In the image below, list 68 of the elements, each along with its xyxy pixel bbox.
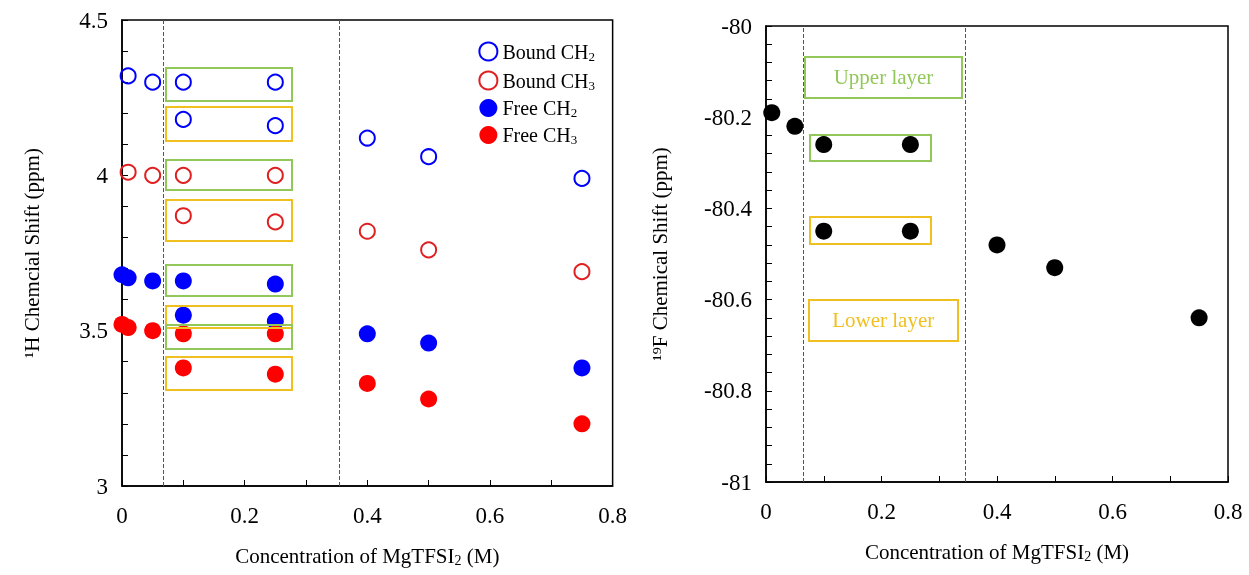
point (144, 322, 162, 340)
point (174, 207, 192, 225)
point (901, 136, 919, 154)
point (358, 374, 376, 392)
point (144, 166, 162, 184)
point (266, 73, 284, 91)
point (266, 275, 284, 293)
point (420, 390, 438, 408)
point (119, 163, 137, 181)
point (815, 136, 833, 154)
x-tick-label: 0 (116, 503, 128, 528)
y-tick-label: -80.6 (704, 287, 752, 313)
y-axis-title: ¹H Chemcial Shift (ppm) (19, 148, 44, 358)
point (266, 166, 284, 184)
x-tick-label: 0.4 (982, 499, 1012, 524)
x-tick-label: 0.8 (1213, 499, 1243, 524)
y-tick-label: 4 (96, 162, 109, 188)
y-tick-label: -80 (721, 13, 752, 39)
point (815, 222, 833, 240)
point (266, 365, 284, 383)
point (420, 334, 438, 352)
y-tick-label: -81 (721, 469, 752, 495)
y-axis-title: ¹⁹F Chemical Shift (ppm) (647, 147, 672, 361)
point (573, 169, 591, 187)
y-tick-label: -80.4 (704, 195, 753, 221)
point (1046, 259, 1064, 277)
x-tick-label: 0.8 (598, 503, 627, 528)
x-tick-label: 0.2 (230, 503, 260, 528)
point (358, 325, 376, 343)
point (358, 129, 376, 147)
point (420, 241, 438, 259)
point (174, 166, 192, 184)
point (988, 236, 1006, 254)
y-tick-label: 3 (96, 473, 108, 499)
point (174, 272, 192, 290)
x-axis-title: Concentration of MgTFSI2 (M) (864, 539, 1130, 564)
y-tick-label: -80.8 (704, 378, 752, 404)
annotation: Lower layer (807, 298, 959, 342)
point (174, 110, 192, 128)
point (266, 117, 284, 135)
point (573, 263, 591, 281)
point (266, 213, 284, 231)
point (358, 222, 376, 240)
point (144, 73, 162, 91)
annotation: Upper layer (803, 56, 964, 99)
point (144, 272, 162, 290)
x-tick-label: 0.2 (867, 499, 896, 524)
point (174, 73, 192, 91)
point (763, 104, 781, 122)
x-tick-label: 0.4 (352, 503, 383, 528)
y-tick-label: 4.5 (79, 7, 108, 33)
y-tick-label: 3.5 (79, 318, 108, 344)
point (901, 222, 919, 240)
y-tick-label: -80.2 (704, 104, 752, 130)
point (573, 359, 591, 377)
point (786, 117, 804, 135)
point (1190, 309, 1208, 327)
point (119, 67, 137, 85)
x-tick-label: 0.6 (475, 503, 505, 528)
point (119, 319, 137, 337)
x-tick-label: 0 (760, 499, 772, 524)
point (119, 269, 137, 287)
point (174, 359, 192, 377)
point (420, 148, 438, 166)
x-tick-label: 0.6 (1098, 499, 1127, 524)
point (573, 415, 591, 433)
point (174, 306, 192, 324)
x-axis-title: Concentration of MgTFSI2 (M) (235, 543, 500, 568)
